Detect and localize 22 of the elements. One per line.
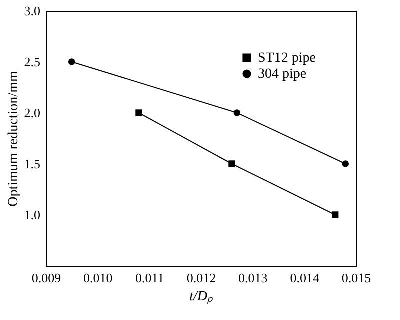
x-tick-label: 0.011 [135,270,164,286]
point [136,110,142,116]
y-axis-title: Optimum reduction/mm [6,71,22,207]
y-tick-label: 2.5 [24,54,40,70]
y-tick-label: 1.0 [24,208,40,222]
point [228,160,236,168]
x-tick-label: 0.013 [238,270,268,286]
legend-label: 304 pipe [258,67,307,82]
x-tick-label: 0.012 [186,270,216,286]
point [332,212,339,218]
point [234,110,241,116]
point [68,58,76,66]
y-tick-label: 3.0 [24,4,40,18]
x-tick-label: 0.014 [290,270,320,286]
x-axis-title: t/Dₚ [190,290,214,304]
x-tick-label: 0.010 [84,270,113,286]
x-tick-label: 0.015 [342,270,372,286]
y-tick-label: 2.0 [24,106,40,120]
x-tick-label: 0.009 [32,270,62,286]
point [342,160,350,168]
legend-label: ST12 pipe [258,51,316,66]
y-tick-label: 1.5 [24,156,40,172]
